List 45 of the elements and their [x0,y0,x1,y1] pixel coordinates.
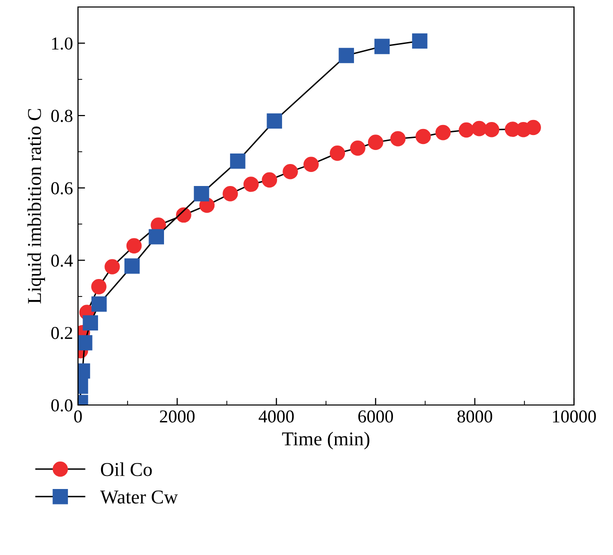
point [91,279,106,294]
point [350,140,366,156]
x-tick-label: 0 [74,410,82,423]
point [303,156,319,172]
point [126,238,142,254]
point [374,38,390,54]
point [148,229,164,244]
point [472,120,487,136]
point [194,186,210,202]
x-tick-label: 6000 [358,410,393,423]
legend-label: Water Cw [100,490,178,504]
point [262,172,278,188]
point [416,128,431,144]
point [390,131,406,146]
point [104,259,120,274]
x-axis-title: Time (min) [282,432,370,450]
point [243,176,259,192]
x-tick-label: 2000 [160,410,195,423]
point [412,33,428,49]
point [222,186,238,202]
y-axis-title: Liquid imbibition ratio C [27,109,46,304]
x-tick-label: 10000 [553,410,596,423]
point [458,122,474,138]
x-tick-label: 8000 [457,410,492,423]
point [266,113,282,129]
point [91,296,107,312]
point [78,335,92,350]
point [368,134,384,150]
y-tick-label: 0.0 [51,399,72,412]
point [82,315,98,331]
point [338,48,354,64]
y-tick-label: 0.2 [51,326,72,340]
y-tick-label: 0.8 [51,110,72,122]
point [484,122,500,138]
x-tick-label: 4000 [258,410,294,423]
y-tick-label: 1.0 [52,37,72,50]
legend-label: Oil Co [100,462,152,476]
point [230,153,246,169]
point [124,258,140,274]
point [435,124,451,140]
y-tick-label: 0.6 [51,182,73,194]
point [330,146,346,161]
y-tick-label: 0.4 [51,254,73,267]
point [282,164,298,180]
point [526,120,541,136]
